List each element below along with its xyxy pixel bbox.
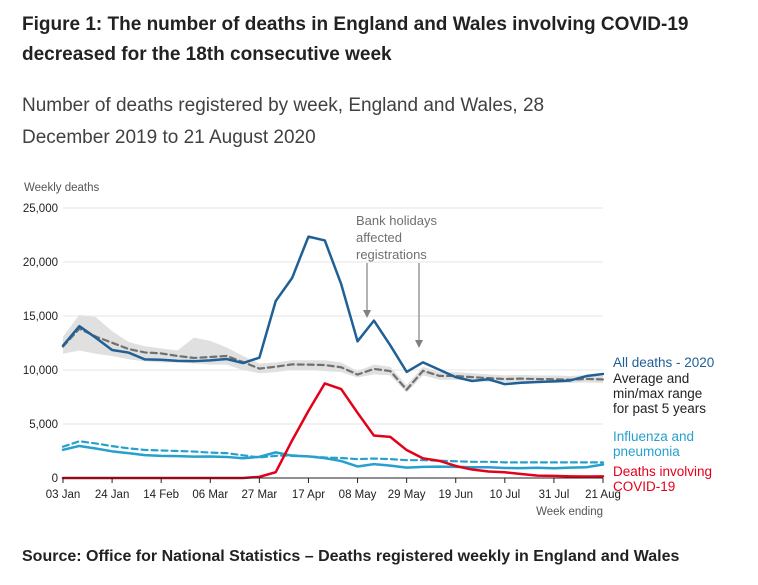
x-tick-label: 06 Mar	[192, 489, 228, 501]
figure-subtitle: Number of deaths registered by week, Eng…	[22, 95, 545, 148]
legend-all-deaths: All deaths - 2020	[613, 355, 714, 370]
legend-average: Average and min/max range for past 5 yea…	[613, 371, 706, 416]
series-influenza-average	[61, 440, 605, 464]
annotation-arrowhead-may	[363, 310, 371, 318]
figure-title: Figure 1: The number of deaths in Englan…	[22, 14, 689, 65]
grid-lines	[63, 207, 603, 425]
axes: 0 5,000 10,000 15,000 20,000 25,000 03 Jan 24 J…	[23, 203, 621, 501]
y-tick-label: 10,000	[23, 365, 58, 377]
y-tick-label: 25,000	[23, 203, 58, 215]
y-tick-label: 20,000	[23, 257, 58, 269]
y-tick-label: 15,000	[23, 311, 58, 323]
series-influenza-pneumonia	[61, 444, 605, 470]
y-axis-title: Weekly deaths	[24, 182, 99, 194]
source-note: Source: Office for National Statistics –…	[22, 548, 680, 565]
x-axis-title: Week ending	[536, 506, 603, 518]
x-tick-label: 14 Feb	[143, 489, 179, 501]
line-chart: 0 5,000 10,000 15,000 20,000 25,000 03 Jan 24 J…	[23, 182, 716, 518]
series-all-deaths-2020	[61, 235, 605, 386]
series-five-year-average	[61, 327, 605, 391]
x-tick-label: 19 Jun	[438, 489, 473, 501]
legend: All deaths - 2020 Average and min/max ra…	[613, 355, 716, 494]
x-tick-label: 17 Apr	[292, 489, 325, 501]
annotation-arrowhead-june	[415, 340, 423, 348]
y-tick-label: 0	[52, 473, 58, 485]
x-tick-label: 21 Aug	[585, 489, 621, 501]
y-tick-label: 5,000	[29, 419, 58, 431]
five-year-min-max-range	[63, 314, 603, 393]
x-tick-label: 24 Jan	[95, 489, 130, 501]
x-tick-label: 08 May	[339, 489, 377, 501]
series-covid-19	[61, 382, 605, 480]
x-tick-label: 27 Mar	[241, 489, 277, 501]
x-tick-label: 10 Jul	[489, 489, 520, 501]
series-lines	[61, 235, 605, 480]
x-tick-label: 29 May	[388, 489, 426, 501]
x-tick-label: 31 Jul	[539, 489, 570, 501]
legend-influenza: Influenza and pneumonia	[613, 429, 698, 459]
five-year-range-band	[63, 314, 603, 393]
annotation-text: Bank holidays affected registrations	[356, 213, 441, 262]
bank-holiday-annotation: Bank holidays affected registrations	[356, 213, 441, 348]
legend-covid: Deaths involving COVID-19	[613, 464, 716, 494]
x-tick-label: 03 Jan	[46, 489, 81, 501]
